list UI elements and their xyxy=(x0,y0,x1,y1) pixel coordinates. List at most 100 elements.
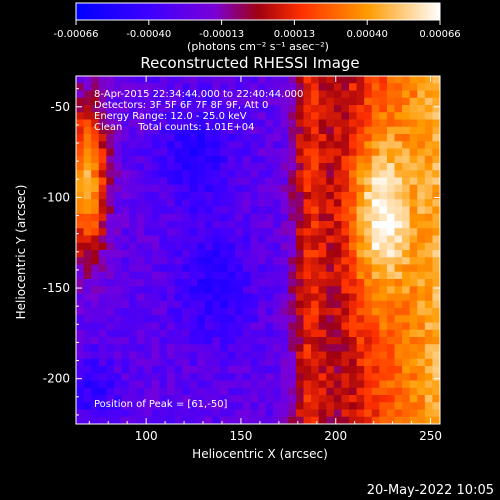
heatmap-cell xyxy=(409,380,418,389)
heatmap-cell xyxy=(394,271,403,280)
heatmap-cell xyxy=(409,337,418,345)
heatmap-cell xyxy=(424,271,434,280)
heatmap-cell xyxy=(341,134,350,142)
heatmap-cell xyxy=(424,279,434,287)
heatmap-cell xyxy=(144,177,153,186)
heatmap-cell xyxy=(235,358,244,367)
heatmap-cell xyxy=(409,416,418,424)
heatmap-cell xyxy=(318,228,327,237)
heatmap-cell xyxy=(76,206,85,215)
heatmap-cell xyxy=(371,206,380,215)
heatmap-cell xyxy=(349,250,358,258)
heatmap-cell xyxy=(341,192,350,200)
heatmap-cell xyxy=(129,264,138,273)
heatmap-cell xyxy=(235,257,244,266)
heatmap-cell xyxy=(371,155,380,164)
heatmap-cell xyxy=(318,402,327,411)
heatmap-cell xyxy=(364,402,373,411)
heatmap-cell xyxy=(394,134,403,142)
heatmap-cell xyxy=(295,322,305,331)
heatmap-cell xyxy=(227,279,236,287)
heatmap-cell xyxy=(204,235,214,244)
heatmap-cell xyxy=(318,163,327,171)
heatmap-cell xyxy=(113,163,123,171)
heatmap-cell xyxy=(242,155,252,164)
heatmap-cell xyxy=(106,329,115,338)
heatmap-cell xyxy=(364,235,373,244)
heatmap-cell xyxy=(76,170,85,179)
heatmap-cell xyxy=(394,395,403,403)
heatmap-cell xyxy=(273,286,282,295)
heatmap-cell xyxy=(189,242,198,251)
heatmap-cell xyxy=(417,97,426,106)
heatmap-cell xyxy=(371,192,380,200)
heatmap-cell xyxy=(356,308,365,316)
heatmap-cell xyxy=(265,279,274,287)
heatmap-cell xyxy=(303,242,312,251)
heatmap-cell xyxy=(91,155,100,164)
heatmap-cell xyxy=(250,358,259,367)
heatmap-cell xyxy=(432,402,440,411)
heatmap-cell xyxy=(91,112,100,121)
heatmap-cell xyxy=(265,380,274,389)
heatmap-cell xyxy=(227,155,236,164)
heatmap-cell xyxy=(432,380,440,389)
heatmap-cell xyxy=(273,148,282,157)
heatmap-cell xyxy=(265,141,274,150)
heatmap-cell xyxy=(402,242,411,251)
heatmap-cell xyxy=(197,155,206,164)
heatmap-cell xyxy=(349,279,358,287)
heatmap-cell xyxy=(144,264,153,273)
heatmap-cell xyxy=(311,184,320,193)
heatmap-cell xyxy=(318,90,327,99)
heatmap-cell xyxy=(91,134,100,142)
heatmap-cell xyxy=(288,308,297,316)
heatmap-cell xyxy=(250,112,259,121)
heatmap-cell xyxy=(83,351,92,360)
heatmap-cell xyxy=(318,293,327,302)
heatmap-cell xyxy=(197,76,206,84)
heatmap-cell xyxy=(379,257,388,266)
heatmap-cell xyxy=(288,119,297,128)
heatmap-cell xyxy=(265,242,274,251)
heatmap-cell xyxy=(295,126,305,135)
heatmap-cell xyxy=(189,264,198,273)
heatmap-cell xyxy=(174,257,183,266)
heatmap-cell xyxy=(311,83,320,92)
heatmap-cell xyxy=(273,300,282,309)
heatmap-cell xyxy=(432,366,440,374)
heatmap-cell xyxy=(98,112,107,121)
heatmap-cell xyxy=(113,242,123,251)
heatmap-cell xyxy=(212,192,221,200)
heatmap-cell xyxy=(167,308,176,316)
heatmap-cell xyxy=(311,221,320,229)
heatmap-cell xyxy=(394,366,403,374)
heatmap-cell xyxy=(409,76,418,84)
heatmap-cell xyxy=(311,90,320,99)
heatmap-cell xyxy=(98,206,107,215)
heatmap-cell xyxy=(288,170,297,179)
heatmap-cell xyxy=(424,409,434,418)
heatmap-cell xyxy=(409,387,418,396)
heatmap-cell xyxy=(417,315,426,324)
heatmap-cell xyxy=(212,235,221,244)
heatmap-cell xyxy=(318,213,327,222)
heatmap-cell xyxy=(121,105,130,113)
heatmap-cell xyxy=(341,83,350,92)
heatmap-cell xyxy=(197,264,206,273)
heatmap-cell xyxy=(144,373,153,382)
heatmap-cell xyxy=(204,206,214,215)
heatmap-cell xyxy=(189,105,198,113)
heatmap-cell xyxy=(91,315,100,324)
heatmap-cell xyxy=(121,155,130,164)
heatmap-cell xyxy=(189,199,198,208)
heatmap-cell xyxy=(417,322,426,331)
heatmap-cell xyxy=(311,286,320,295)
heatmap-cell xyxy=(288,315,297,324)
heatmap-cell xyxy=(227,395,236,403)
heatmap-cell xyxy=(91,206,100,215)
heatmap-cell xyxy=(326,358,335,367)
heatmap-cell xyxy=(106,90,115,99)
heatmap-cell xyxy=(341,300,350,309)
heatmap-cell xyxy=(250,119,259,128)
